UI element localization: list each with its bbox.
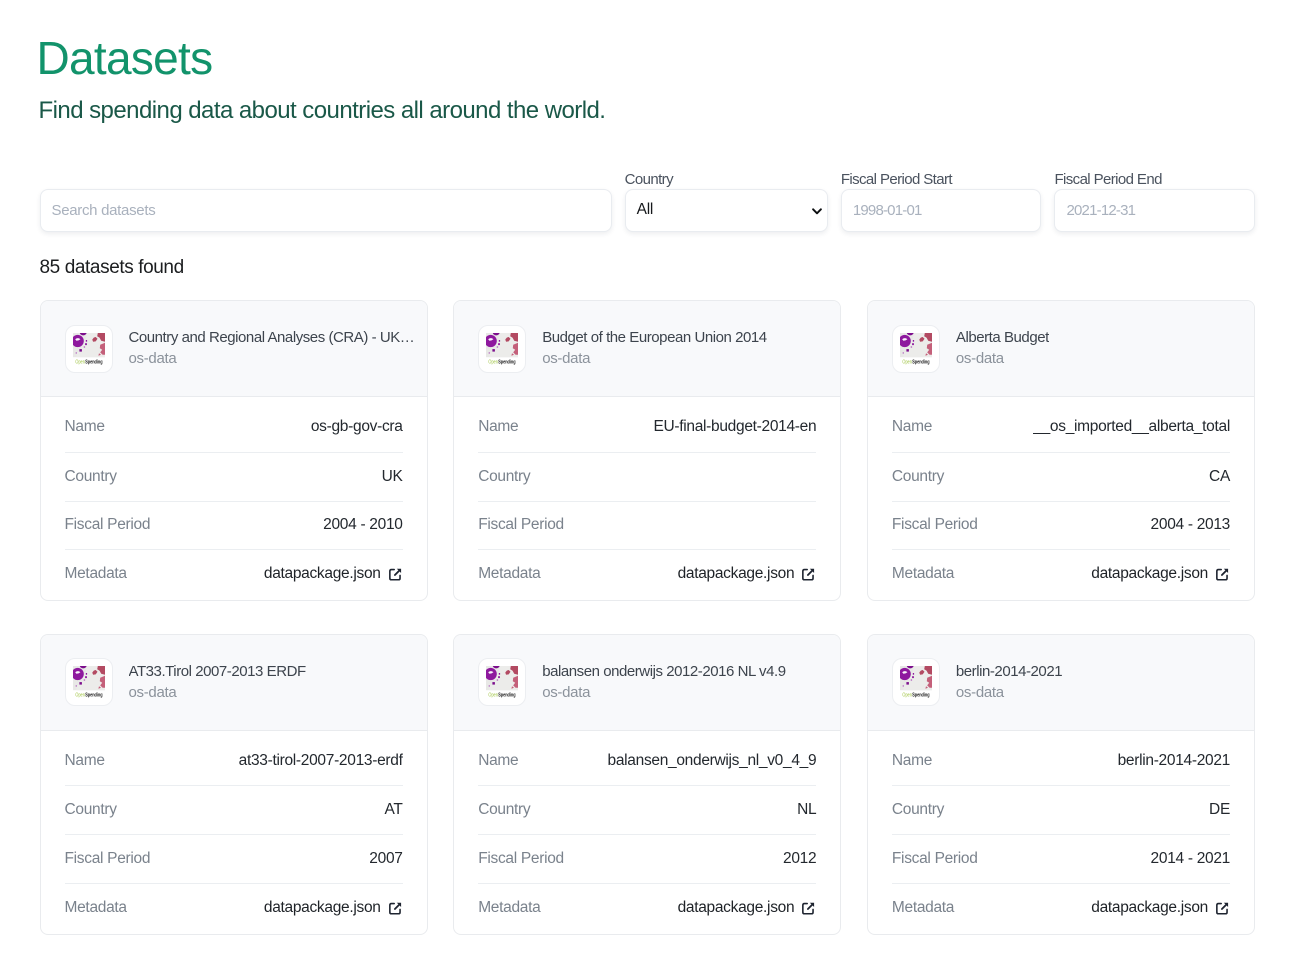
svg-text:Open: Open (489, 692, 499, 698)
svg-text:Open: Open (902, 359, 912, 365)
svg-text:Spending: Spending (85, 359, 102, 365)
svg-text:Spending: Spending (912, 359, 929, 365)
svg-text:Spending: Spending (498, 359, 515, 365)
svg-text:Open: Open (489, 359, 499, 365)
svg-text:Spending: Spending (498, 692, 515, 698)
svg-text:Spending: Spending (85, 692, 102, 698)
svg-text:Open: Open (75, 359, 85, 365)
svg-text:Open: Open (75, 692, 85, 698)
svg-text:Open: Open (902, 692, 912, 698)
svg-text:Spending: Spending (912, 692, 929, 698)
